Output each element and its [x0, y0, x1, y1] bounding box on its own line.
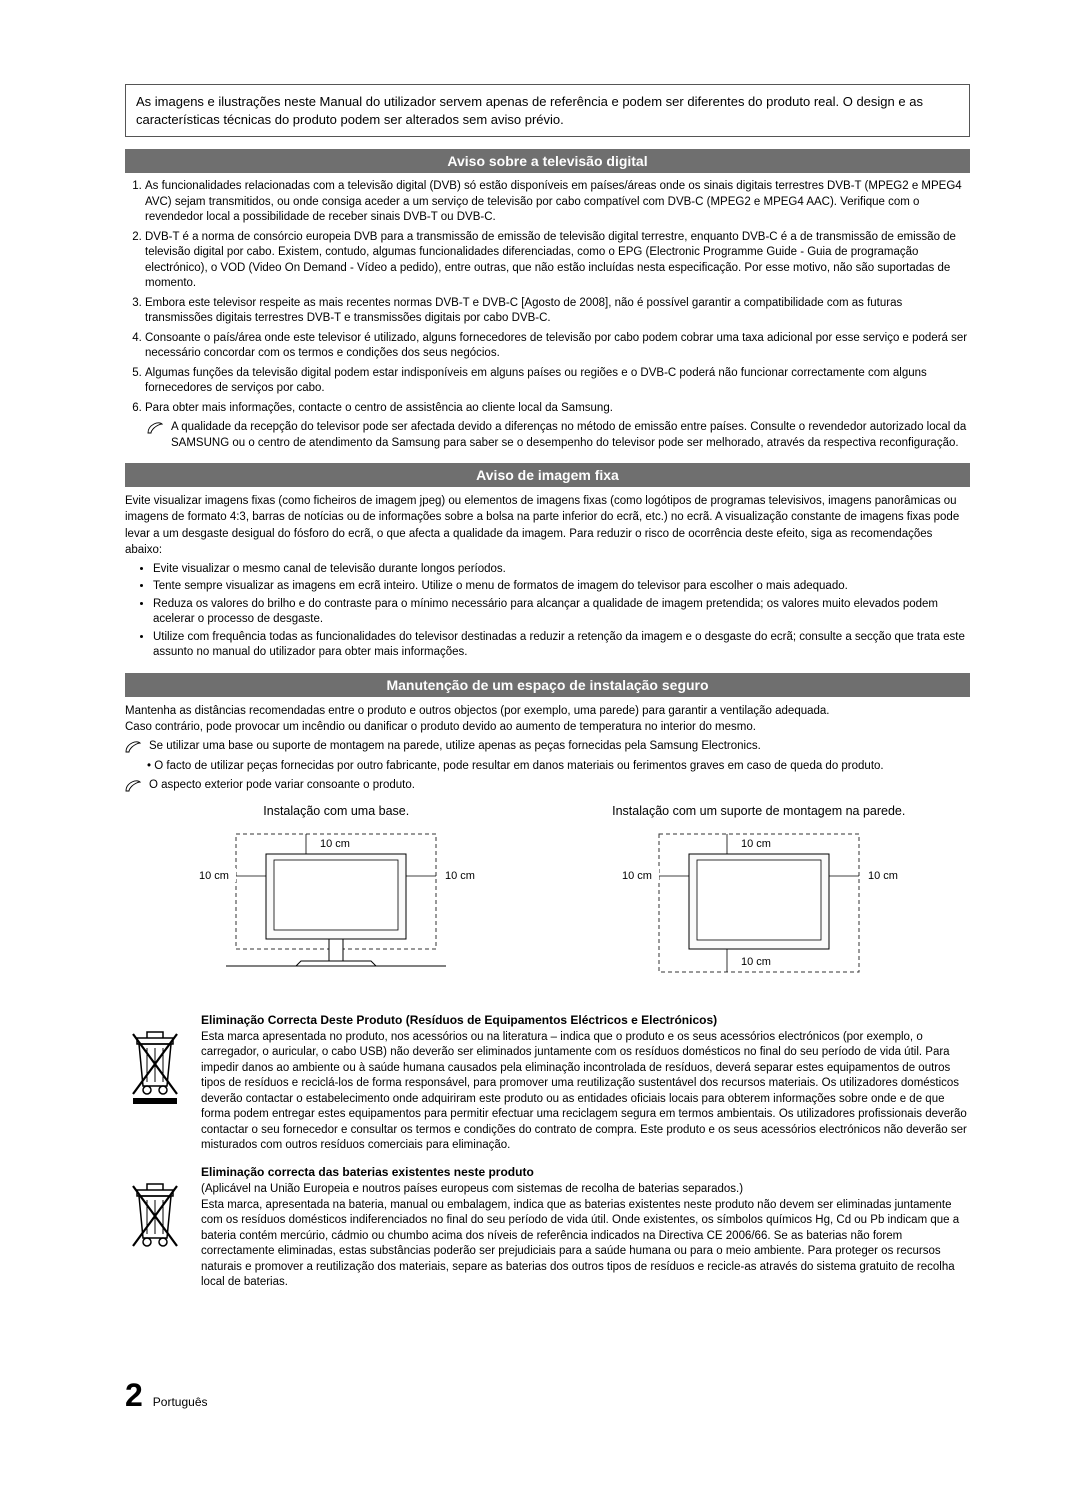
note-icon: [147, 422, 163, 434]
install-wall-title: Instalação com um suporte de montagem na…: [548, 804, 971, 818]
still-image-bullets: Evite visualizar o mesmo canal de televi…: [125, 562, 970, 661]
note-text: A qualidade da recepção do televisor pod…: [171, 420, 970, 451]
section-header-install-space: Manutenção de um espaço de instalação se…: [125, 673, 970, 697]
install-stand-diagram: 10 cm 10 cm 10 cm: [186, 826, 486, 996]
note-text: O aspecto exterior pode variar consoante…: [149, 778, 415, 794]
still-image-intro: Evite visualizar imagens fixas (como fic…: [125, 493, 970, 557]
install-stand-column: Instalação com uma base. 10 cm 10 cm: [125, 804, 548, 996]
disposal-battery-block: Eliminação correcta das baterias existen…: [125, 1164, 970, 1291]
svg-text:10 cm: 10 cm: [622, 870, 652, 882]
note-icon: [125, 741, 141, 753]
weee-bin-icon: [125, 1012, 201, 1154]
list-item: Algumas funções da televisão digital pod…: [145, 366, 970, 397]
disposal-battery-title: Eliminação correcta das baterias existen…: [201, 1164, 970, 1180]
list-item: Tente sempre visualizar as imagens em ec…: [153, 579, 970, 595]
language-label: Português: [153, 1395, 208, 1409]
disposal-battery-applicable: (Aplicável na União Europeia e noutros p…: [201, 1182, 970, 1198]
page-footer: 2 Português: [125, 1377, 208, 1414]
battery-bin-icon: [125, 1164, 201, 1291]
note-sub-bullet: O facto de utilizar peças fornecidas por…: [147, 759, 970, 775]
digital-tv-list: As funcionalidades relacionadas com a te…: [125, 179, 970, 416]
disposal-weee-block: Eliminação Correcta Deste Produto (Resíd…: [125, 1012, 970, 1154]
note-text: Se utilizar uma base ou suporte de monta…: [149, 739, 761, 755]
list-item: As funcionalidades relacionadas com a te…: [145, 179, 970, 226]
disposal-battery-text: Eliminação correcta das baterias existen…: [201, 1164, 970, 1291]
intro-box: As imagens e ilustrações neste Manual do…: [125, 84, 970, 137]
install-wall-diagram: 10 cm 10 cm 10 cm 10 cm: [609, 826, 909, 996]
disposal-weee-body: Esta marca apresentada no produto, nos a…: [201, 1031, 967, 1152]
page-number: 2: [125, 1377, 143, 1414]
svg-text:10 cm: 10 cm: [320, 838, 350, 850]
svg-text:10 cm: 10 cm: [868, 870, 898, 882]
install-stand-title: Instalação com uma base.: [125, 804, 548, 818]
section-header-still-image: Aviso de imagem fixa: [125, 463, 970, 487]
list-item: Consoante o país/área onde este televiso…: [145, 331, 970, 362]
list-item: Utilize com frequência todas as funciona…: [153, 630, 970, 661]
note-icon: [125, 780, 141, 792]
list-item: Embora este televisor respeite as mais r…: [145, 296, 970, 327]
note-row: A qualidade da recepção do televisor pod…: [147, 420, 970, 451]
svg-text:10 cm: 10 cm: [445, 870, 475, 882]
svg-text:10 cm: 10 cm: [741, 956, 771, 968]
svg-text:10 cm: 10 cm: [199, 870, 229, 882]
section-header-digital-tv: Aviso sobre a televisão digital: [125, 149, 970, 173]
install-intro-2: Caso contrário, pode provocar um incêndi…: [125, 719, 970, 735]
list-item: Para obter mais informações, contacte o …: [145, 401, 970, 417]
disposal-battery-body: Esta marca, apresentada na bateria, manu…: [201, 1199, 959, 1289]
disposal-weee-title: Eliminação Correcta Deste Produto (Resíd…: [201, 1012, 970, 1028]
list-item: DVB-T é a norma de consórcio europeia DV…: [145, 230, 970, 292]
list-item: Reduza os valores do brilho e do contras…: [153, 597, 970, 628]
installation-diagrams: Instalação com uma base. 10 cm 10 cm: [125, 804, 970, 996]
disposal-weee-text: Eliminação Correcta Deste Produto (Resíd…: [201, 1012, 970, 1154]
note-row: Se utilizar uma base ou suporte de monta…: [125, 739, 970, 755]
install-intro-1: Mantenha as distâncias recomendadas entr…: [125, 703, 970, 719]
note-row: O aspecto exterior pode variar consoante…: [125, 778, 970, 794]
svg-text:10 cm: 10 cm: [741, 838, 771, 850]
manual-page: As imagens e ilustrações neste Manual do…: [0, 0, 1080, 1494]
install-wall-column: Instalação com um suporte de montagem na…: [548, 804, 971, 996]
list-item: Evite visualizar o mesmo canal de televi…: [153, 562, 970, 578]
